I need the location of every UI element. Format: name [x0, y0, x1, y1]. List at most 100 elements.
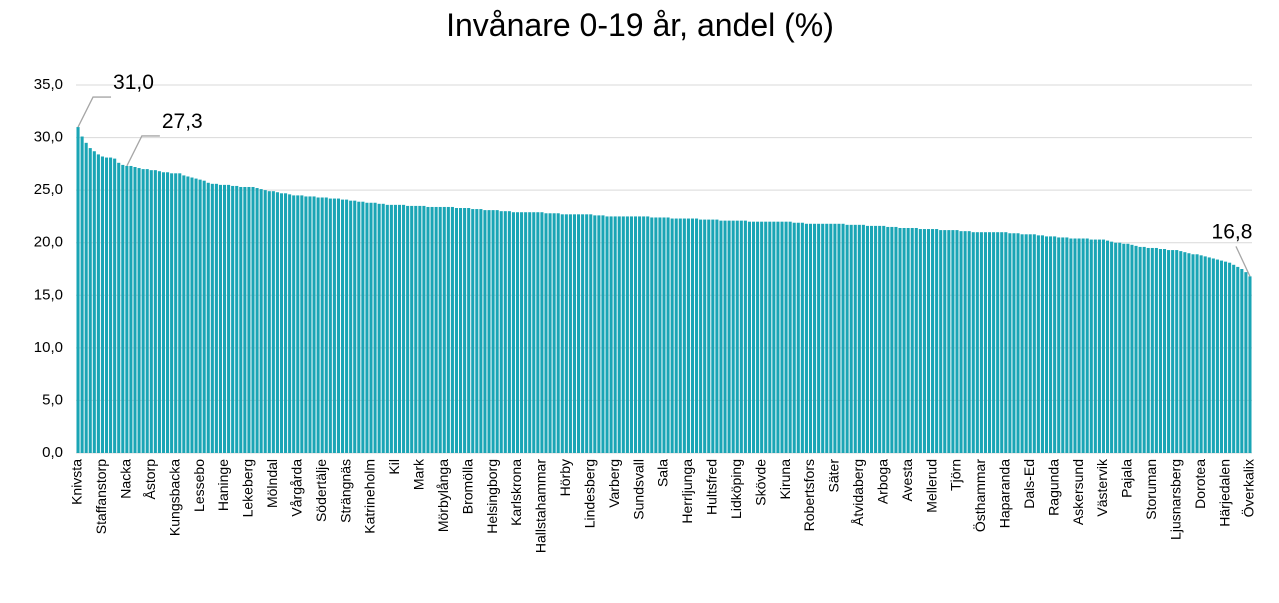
bar — [206, 182, 210, 454]
bar — [568, 214, 572, 453]
bar — [817, 223, 821, 453]
bar — [1154, 247, 1158, 453]
bar — [629, 216, 633, 453]
bar — [524, 212, 528, 453]
bar — [361, 201, 365, 453]
bar — [756, 221, 760, 453]
bar — [638, 216, 642, 453]
y-tick-label: 5,0 — [42, 391, 63, 408]
x-tick-label: Haparanda — [997, 459, 1013, 528]
bar — [1057, 237, 1061, 453]
bar — [1053, 236, 1057, 453]
bar — [385, 204, 389, 453]
bar — [971, 232, 975, 453]
bar — [890, 226, 894, 453]
bar — [674, 218, 678, 453]
x-tick-label: Lessebo — [191, 459, 207, 512]
bar — [625, 216, 629, 453]
bar — [601, 215, 605, 453]
bar — [1150, 247, 1154, 453]
bar — [882, 225, 886, 453]
bar — [621, 216, 625, 453]
bar — [1146, 247, 1150, 453]
bar — [422, 205, 426, 453]
x-tick-label: Lindesberg — [581, 459, 597, 528]
bar — [654, 217, 658, 453]
bar — [613, 216, 617, 453]
bar — [642, 216, 646, 453]
bar — [874, 225, 878, 453]
bar — [833, 223, 837, 453]
bar — [633, 216, 638, 453]
bar — [202, 180, 206, 453]
bar — [853, 224, 857, 453]
bar — [511, 212, 515, 453]
bar — [487, 210, 491, 453]
bar — [96, 154, 100, 453]
bar — [678, 218, 682, 453]
bar — [727, 220, 731, 453]
bar — [499, 211, 503, 453]
x-tick-label: Södertälje — [313, 459, 329, 522]
bar — [577, 214, 581, 453]
bar — [231, 185, 235, 454]
bar — [247, 186, 251, 453]
bar — [235, 185, 239, 454]
bar — [1008, 233, 1012, 453]
bar — [186, 176, 190, 453]
bar — [849, 224, 853, 453]
bar — [1040, 235, 1044, 453]
bar — [410, 205, 414, 453]
bar — [564, 214, 568, 453]
x-tick-label: Pajala — [1119, 459, 1135, 498]
y-tick-label: 0,0 — [42, 444, 63, 461]
bar — [243, 186, 247, 453]
x-tick-label: Sala — [655, 459, 671, 487]
bar — [292, 195, 296, 453]
bar — [137, 168, 141, 453]
bar — [1240, 269, 1244, 453]
bar — [902, 227, 906, 453]
bar — [943, 230, 947, 453]
bar — [1187, 253, 1191, 453]
bar — [1077, 238, 1081, 453]
bar — [133, 167, 137, 454]
bar — [312, 196, 316, 454]
bar — [491, 210, 495, 453]
bar — [918, 229, 922, 453]
bar — [552, 213, 556, 453]
y-tick-label: 20,0 — [34, 234, 63, 251]
bar — [125, 165, 129, 453]
x-tick-label: Robertsfors — [801, 459, 817, 531]
bar — [166, 172, 170, 454]
bar — [402, 204, 406, 453]
bar — [707, 219, 711, 453]
bar — [406, 205, 410, 453]
bar — [1158, 249, 1162, 453]
bar — [617, 216, 621, 453]
bar — [1097, 239, 1101, 453]
bar — [1211, 258, 1215, 453]
bar — [1089, 239, 1093, 453]
bar — [426, 206, 430, 453]
bar — [1248, 276, 1252, 453]
x-tick-label: Helsingborg — [484, 459, 500, 534]
y-tick-label: 15,0 — [34, 286, 63, 303]
x-tick-label: Härjedalen — [1216, 459, 1232, 527]
bar — [190, 177, 194, 454]
bar — [1110, 241, 1114, 453]
bar — [520, 212, 524, 453]
bar — [528, 212, 532, 453]
x-tick-label: Hultsfred — [704, 459, 720, 515]
bar — [1138, 246, 1142, 453]
bar — [841, 223, 845, 453]
bar — [320, 197, 324, 453]
bar — [560, 214, 564, 453]
bar — [1118, 242, 1122, 453]
bar — [975, 232, 979, 453]
x-tick-label: Varberg — [606, 459, 622, 508]
bar — [690, 218, 695, 453]
x-tick-label: Åstorp — [142, 459, 158, 500]
bar — [198, 179, 202, 453]
bar — [1032, 234, 1036, 453]
